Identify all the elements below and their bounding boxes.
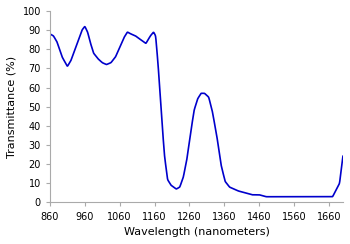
Y-axis label: Transmittance (%): Transmittance (%) <box>7 56 17 158</box>
X-axis label: Wavelength (nanometers): Wavelength (nanometers) <box>124 227 270 237</box>
